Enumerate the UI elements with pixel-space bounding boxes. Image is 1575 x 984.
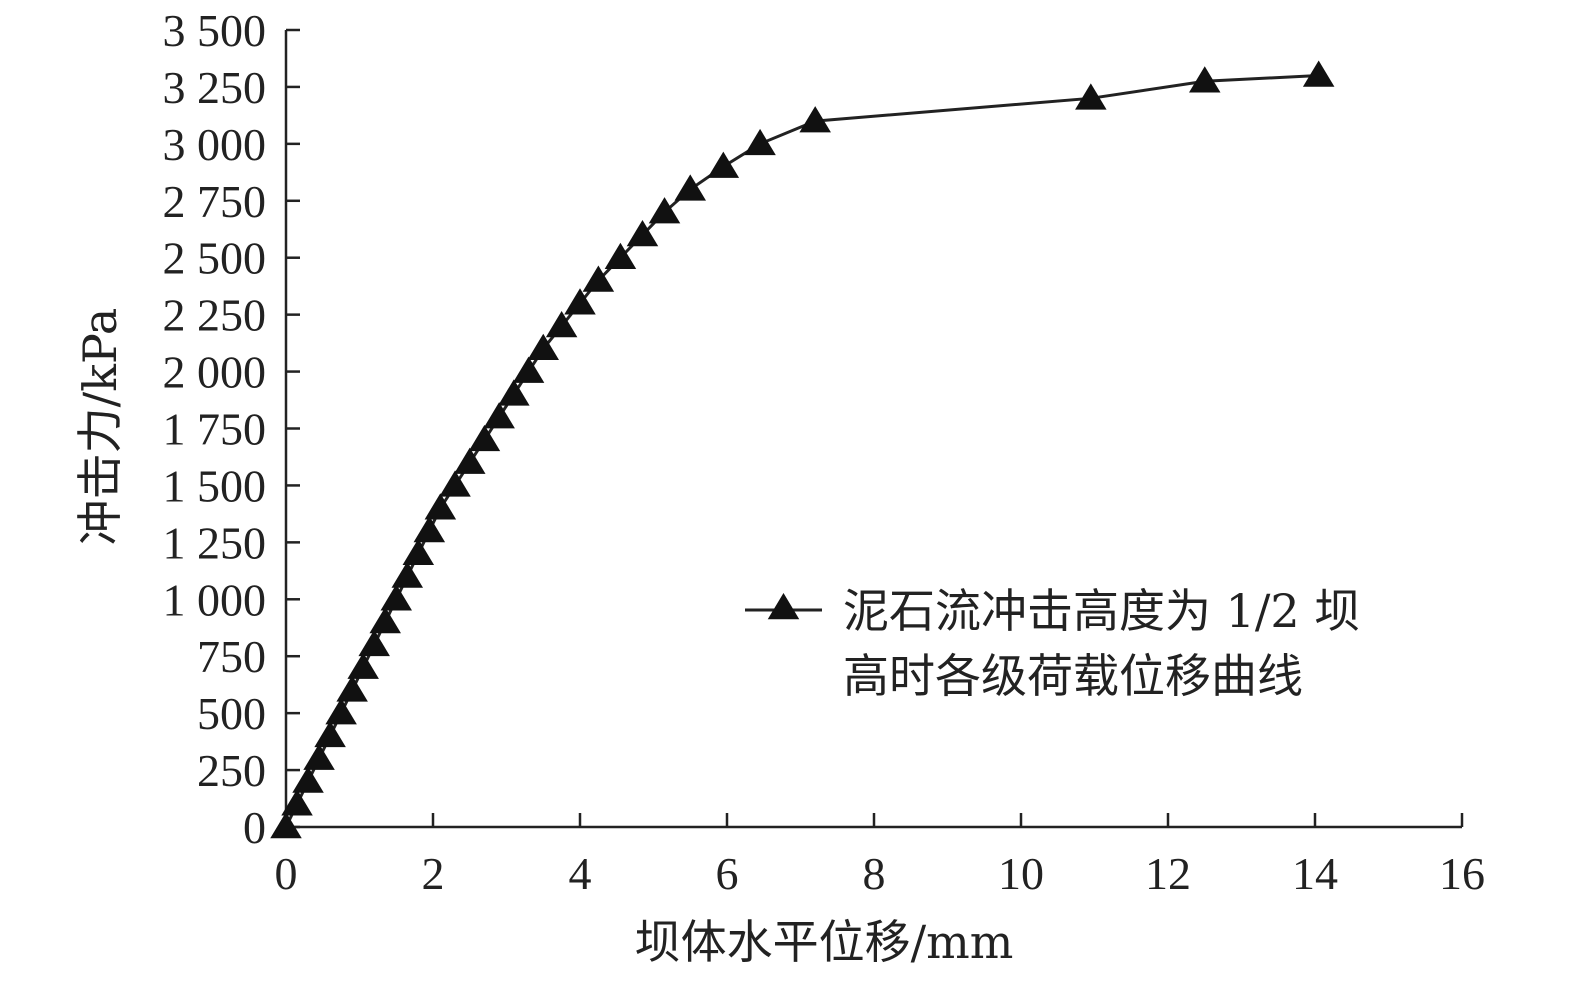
legend: 泥石流冲击高度为 1/2 坝 高时各级荷载位移曲线 <box>745 584 1360 703</box>
data-point-triangle <box>582 265 615 292</box>
x-ticks: 0 2 4 6 8 10 12 14 16 <box>275 813 1485 899</box>
data-point-triangle <box>303 743 335 770</box>
data-point-triangle <box>369 607 401 634</box>
data-point-triangle <box>483 402 515 429</box>
data-point-triangle <box>424 493 457 520</box>
y-tick-label: 500 <box>197 688 266 739</box>
y-tick-label: 1 250 <box>163 517 267 568</box>
y-tick-label: 750 <box>197 631 266 682</box>
x-axis-title: 坝体水平位移/mm <box>635 915 1014 969</box>
y-axis-title: 冲击力/kPa <box>73 308 127 546</box>
data-point-triangle <box>281 789 313 816</box>
data-point-triangle <box>527 333 559 361</box>
x-tick-label: 2 <box>422 848 445 899</box>
data-point-triangle <box>358 629 390 657</box>
y-tick-label: 3 250 <box>163 62 267 113</box>
data-point-triangle <box>799 106 831 133</box>
y-tick-label: 2 750 <box>163 176 267 227</box>
data-point-triangle <box>674 174 706 201</box>
x-tick-label: 14 <box>1292 848 1338 899</box>
x-tick-label: 6 <box>716 848 739 899</box>
data-point-triangle <box>744 128 776 156</box>
data-point-triangle <box>270 812 302 839</box>
legend-label-line-2: 高时各级荷载位移曲线 <box>843 649 1303 703</box>
data-point-triangle <box>1302 60 1335 87</box>
x-tick-label: 4 <box>569 848 592 899</box>
x-tick-label: 10 <box>998 848 1044 899</box>
data-point-triangle <box>648 197 681 224</box>
x-tick-label: 8 <box>863 848 886 899</box>
data-point-triangle <box>292 766 324 793</box>
data-point-triangle <box>498 379 530 406</box>
y-tick-label: 2 000 <box>163 347 267 398</box>
data-point-triangle <box>512 356 545 383</box>
data-point-triangle <box>413 515 446 543</box>
series-group <box>270 60 1335 839</box>
series-markers <box>270 60 1335 839</box>
data-point-triangle <box>564 288 596 315</box>
x-tick-label: 12 <box>1145 848 1191 899</box>
x-tick-label: 16 <box>1439 848 1485 899</box>
y-tick-label: 0 <box>243 802 266 853</box>
y-tick-label: 3 500 <box>163 5 267 56</box>
data-point-triangle <box>707 151 740 178</box>
data-point-triangle <box>1075 83 1107 110</box>
y-tick-label: 2 500 <box>163 233 267 284</box>
y-tick-label: 250 <box>197 745 266 796</box>
data-point-triangle <box>402 538 435 565</box>
x-tick-label: 0 <box>275 848 298 899</box>
series-line <box>284 74 1319 828</box>
data-point-triangle <box>545 311 578 338</box>
y-tick-label: 1 000 <box>163 574 267 625</box>
y-tick-label: 2 250 <box>163 290 267 341</box>
data-point-triangle <box>454 447 486 474</box>
data-point-triangle <box>380 584 412 611</box>
data-point-triangle <box>604 242 637 269</box>
data-point-triangle <box>347 652 379 679</box>
axes <box>284 30 1462 829</box>
data-point-triangle <box>1189 66 1221 93</box>
data-point-triangle <box>391 561 424 588</box>
data-point-triangle <box>468 424 501 452</box>
y-tick-label: 1 750 <box>163 404 267 455</box>
legend-marker-triangle <box>767 593 800 620</box>
data-point-triangle <box>336 675 368 702</box>
y-tick-label: 1 500 <box>163 460 267 511</box>
data-point-triangle <box>626 219 659 247</box>
y-tick-label: 3 000 <box>163 119 267 170</box>
data-point-triangle <box>325 698 357 725</box>
data-point-triangle <box>439 470 471 497</box>
legend-label-line-1: 泥石流冲击高度为 1/2 坝 <box>843 584 1360 638</box>
data-point-triangle <box>314 720 346 748</box>
